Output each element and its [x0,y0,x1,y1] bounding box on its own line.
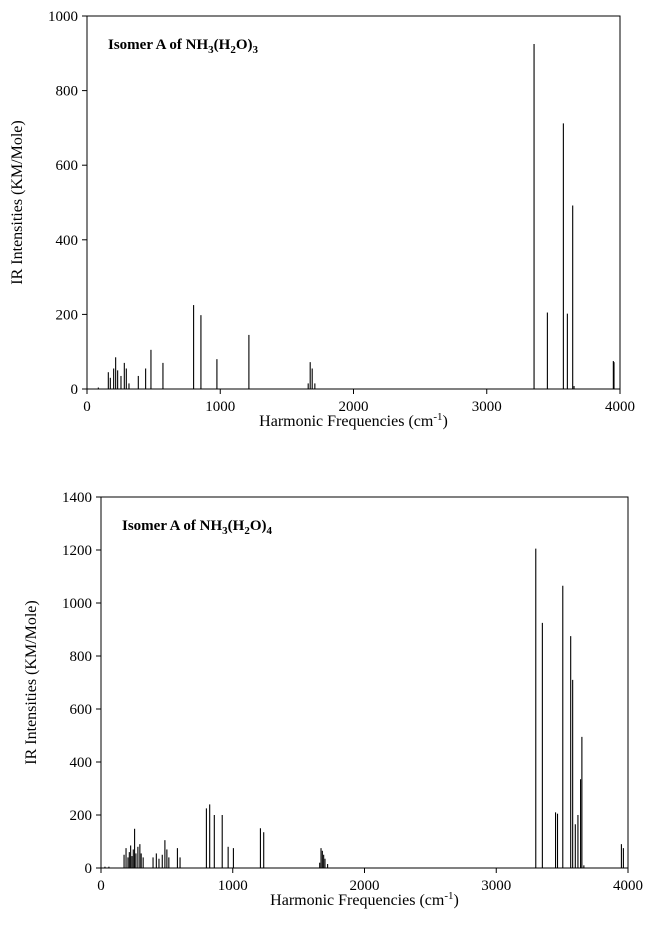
y-tick-label: 200 [70,808,93,824]
x-axis-label-text-end: ) [454,892,459,909]
x-tick-label: 3000 [472,399,502,415]
y-axis-label: IR Intensities (KM/Mole) [9,120,26,284]
y-tick-label: 1400 [62,490,92,506]
x-axis-label-text-end: ) [443,413,448,430]
title-text: Isomer A of NH [108,37,208,53]
y-tick-label: 400 [56,233,79,249]
y-tick-label: 800 [56,84,79,100]
y-tick-label: 600 [70,702,93,718]
y-tick-label: 800 [70,649,93,665]
x-tick-label: 0 [97,878,105,894]
panel-title: Isomer A of NH3(H2O)3 [108,37,258,56]
y-tick-label: 1000 [48,9,78,25]
y-tick-label: 400 [70,755,93,771]
x-tick-label: 3000 [481,878,511,894]
y-tick-label: 1200 [62,543,92,559]
chart-panel-top: 0200400600800100001000200030004000Isomer… [9,9,635,430]
y-axis-label: IR Intensities (KM/Mole) [23,600,40,764]
chart-panel-bottom: 0200400600800100012001400010002000300040… [23,490,643,909]
x-axis-label: Harmonic Frequencies (cm-1) [259,411,448,430]
title-text: O) [250,518,267,534]
title-text: (H [214,37,231,53]
x-axis-label-text: Harmonic Frequencies (cm [259,413,434,430]
x-tick-label: 0 [83,399,91,415]
x-tick-label: 4000 [613,878,643,894]
y-tick-label: 0 [85,861,93,877]
x-axis-label-text: Harmonic Frequencies (cm [270,892,445,909]
y-tick-label: 600 [56,158,79,174]
y-tick-label: 200 [56,307,79,323]
plot-frame [87,16,620,389]
x-axis-label-superscript: -1 [444,890,453,902]
x-axis-label: Harmonic Frequencies (cm-1) [270,890,459,909]
plot-frame [101,497,628,868]
title-text: O) [236,37,253,53]
title-text: (H [228,518,245,534]
y-tick-label: 0 [71,382,79,398]
title-subscript: 4 [266,525,272,537]
title-subscript: 3 [252,44,258,56]
x-tick-label: 4000 [605,399,635,415]
title-text: Isomer A of NH [122,518,222,534]
x-tick-label: 1000 [205,399,235,415]
y-tick-label: 1000 [62,596,92,612]
x-tick-label: 1000 [218,878,248,894]
x-axis-label-superscript: -1 [433,411,442,423]
panel-title: Isomer A of NH3(H2O)4 [122,518,272,537]
